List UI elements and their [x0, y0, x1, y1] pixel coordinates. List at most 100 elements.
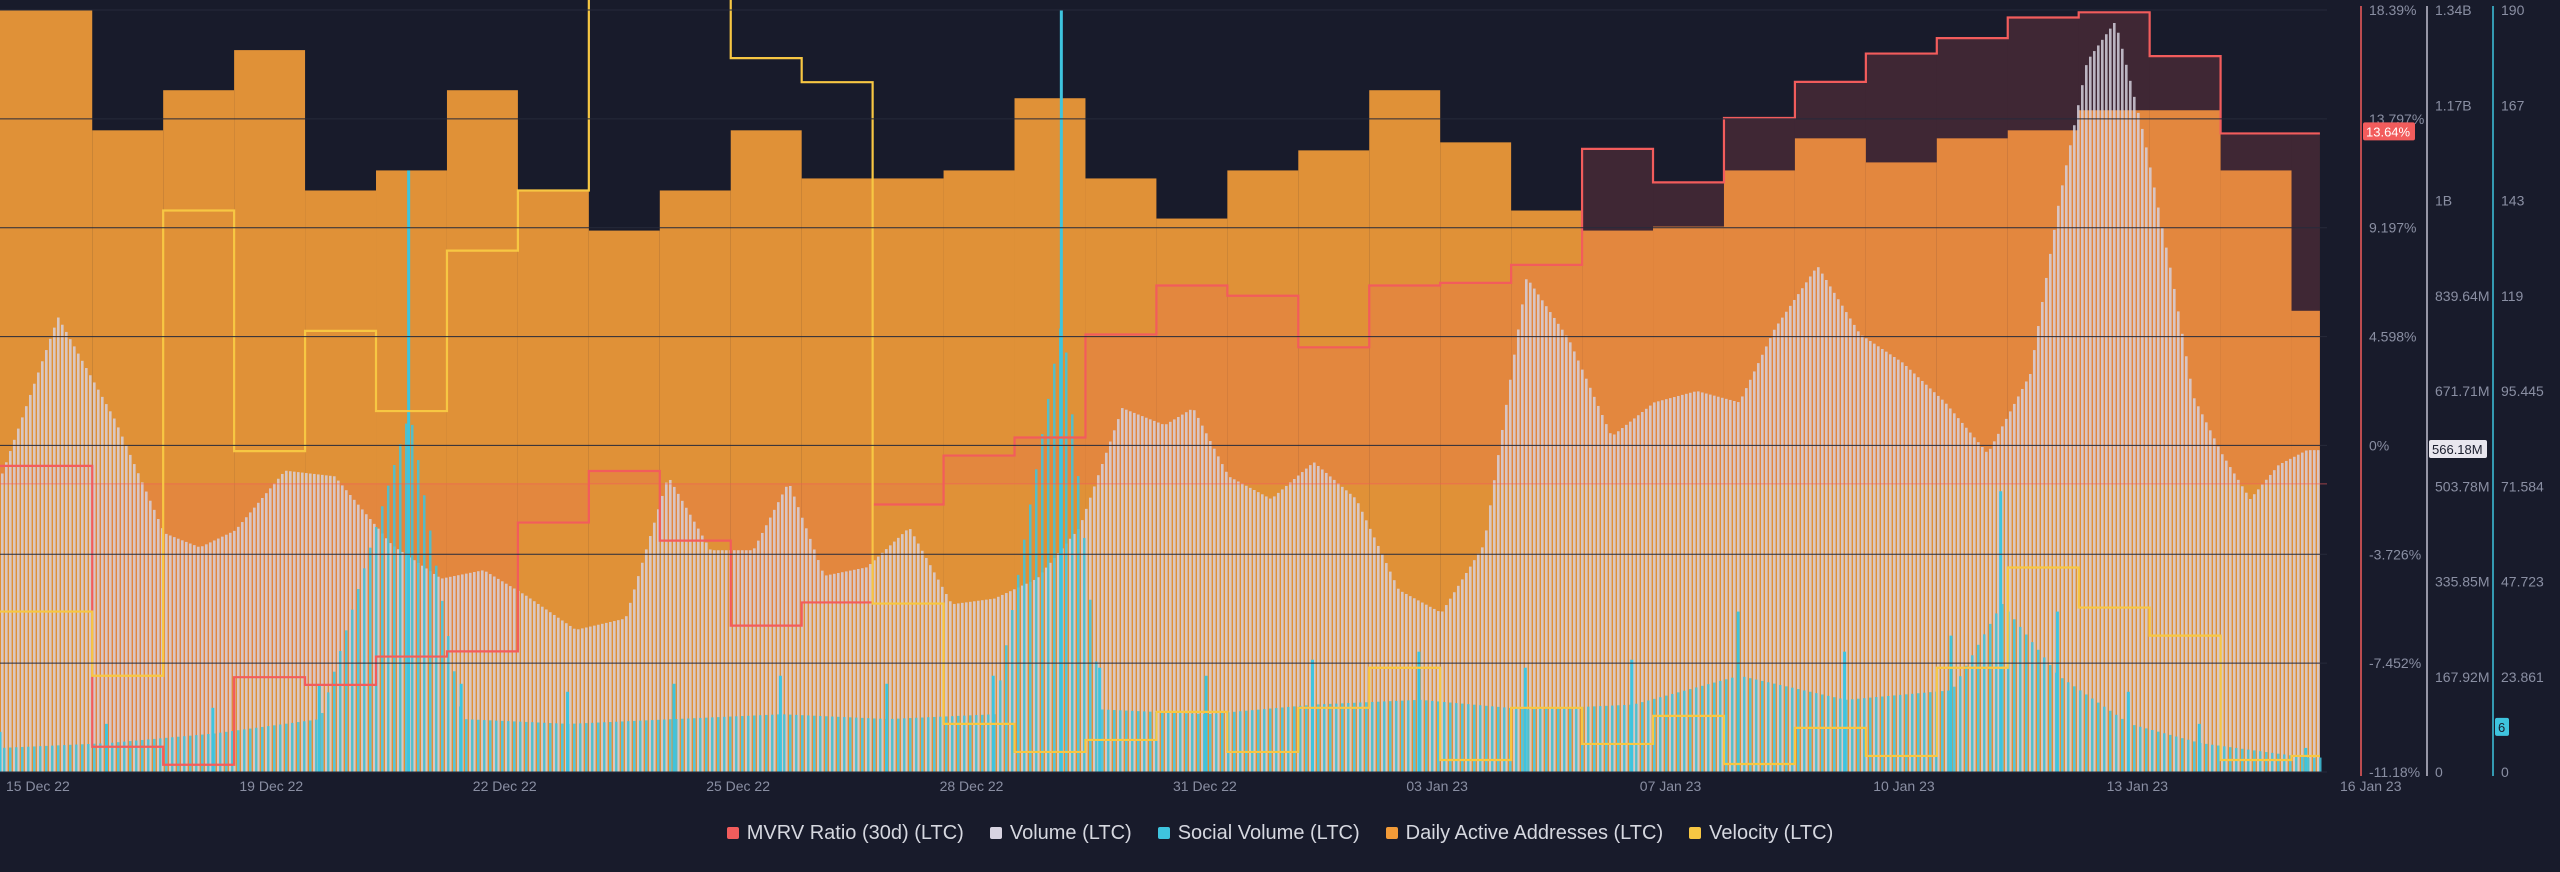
social-volume-bar [81, 744, 84, 772]
social-volume-bar [51, 745, 54, 772]
social-volume-bar [909, 718, 912, 772]
social-volume-bar [2133, 725, 2136, 772]
legend-item-daily-active-addresses[interactable]: Daily Active Addresses (LTC) [1385, 822, 1663, 845]
volume-bar [1049, 562, 1052, 772]
mvrv-fill [1936, 38, 2008, 484]
volume-bar [725, 550, 728, 772]
social-volume-bar [1431, 700, 1434, 772]
social-volume-bar [849, 717, 852, 772]
volume-bar [2129, 80, 2132, 772]
social-volume-bar [1965, 665, 1968, 772]
social-volume-bar [1833, 697, 1836, 772]
social-volume-bar [211, 707, 215, 772]
legend-item-mvrv[interactable]: MVRV Ratio (30d) (LTC) [726, 822, 964, 845]
social-volume-bar [1569, 707, 1572, 772]
volume-bar [1425, 604, 1428, 772]
legend-item-velocity[interactable]: Velocity (LTC) [1689, 822, 1833, 845]
volume-bar [869, 564, 872, 772]
volume-bar [1609, 433, 1612, 772]
volume-bar [5, 462, 8, 772]
social-volume-bar [1893, 695, 1896, 772]
volume-bar [681, 500, 684, 772]
social-tick-label: 143 [2501, 193, 2525, 209]
social-volume-bar [1011, 610, 1014, 772]
mvrv-tick-label: -7.452% [2369, 655, 2421, 671]
volume-bar [221, 536, 224, 772]
social-volume-bar [357, 588, 360, 772]
volume-bar [2245, 492, 2248, 772]
volume-bar [397, 549, 400, 772]
volume-bar [1805, 282, 1808, 772]
volume-bar [241, 522, 244, 772]
social-volume-bar [897, 718, 900, 772]
social-volume-bar [33, 746, 36, 772]
mvrv-line [0, 11, 2320, 766]
social-volume-bar [1419, 699, 1422, 772]
volume-bar [1397, 588, 1400, 772]
volume-bar [1141, 416, 1144, 772]
volume-bar [761, 532, 764, 772]
volume-bar [2017, 396, 2020, 772]
legend-item-social-volume[interactable]: Social Volume (LTC) [1157, 822, 1360, 845]
legend-item-volume[interactable]: Volume (LTC) [989, 822, 1132, 845]
social-volume-bar [693, 718, 696, 772]
volume-bar [109, 411, 112, 772]
volume-bar [1389, 571, 1392, 772]
volume-bar [69, 339, 72, 772]
volume-bar [885, 549, 888, 772]
volume-bar [557, 617, 560, 772]
social-volume-bar [195, 735, 198, 772]
volume-bar [1473, 560, 1476, 772]
volume-bar [581, 628, 584, 772]
volume-bar [741, 550, 744, 772]
volume-bar [909, 529, 912, 772]
volume-bar [601, 623, 604, 772]
volume-bar [1261, 494, 1264, 772]
volume-bar [1945, 403, 1948, 772]
social-volume-bar [513, 721, 516, 772]
volume-bar [1013, 589, 1016, 772]
social-volume-bar [2181, 738, 2184, 772]
social-volume-bar [1671, 693, 1674, 772]
velocity-line [0, 0, 2320, 766]
volume-bar [1857, 331, 1860, 772]
volume-bar [1677, 395, 1680, 772]
volume-bar [41, 361, 44, 772]
volume-bar [341, 485, 344, 772]
volume-bar [1237, 481, 1240, 772]
social-volume-bar [1239, 711, 1242, 772]
volume-bar [1881, 348, 1884, 772]
social-volume-bar [1041, 434, 1044, 772]
social-volume-bar [1677, 692, 1680, 772]
mvrv-tick-label: 9.197% [2369, 220, 2416, 236]
social-volume-bar [975, 715, 978, 772]
volume-bar [1205, 433, 1208, 772]
volume-bar [1469, 566, 1472, 772]
social-volume-bar [2049, 665, 2052, 772]
volume-bar [1569, 342, 1572, 772]
volume-bar [1453, 592, 1456, 772]
volume-bar [1905, 365, 1908, 772]
volume-bar [693, 521, 696, 772]
social-volume-bar [1341, 703, 1344, 772]
social-volume-bar [2151, 730, 2154, 772]
volume-bar [1401, 591, 1404, 772]
social-volume-bar [495, 720, 498, 772]
volume-bar [2165, 247, 2168, 772]
volume-swatch [989, 827, 1002, 839]
social-volume-bar [309, 720, 312, 772]
volume-bar [1277, 492, 1280, 772]
social-volume-bar [1959, 676, 1962, 772]
social-volume-bar [1401, 700, 1404, 772]
volume-bar [913, 536, 916, 772]
volume-bar [1117, 419, 1120, 772]
social-volume-bar [165, 737, 168, 772]
volume-bar [501, 581, 504, 772]
social-volume-bar [291, 722, 294, 772]
volume-bar [961, 602, 964, 772]
volume-bar [465, 573, 468, 772]
volume-bar [17, 428, 20, 772]
volume-bar [1101, 463, 1104, 772]
volume-bar [233, 530, 236, 772]
volume-bar [1197, 417, 1200, 772]
